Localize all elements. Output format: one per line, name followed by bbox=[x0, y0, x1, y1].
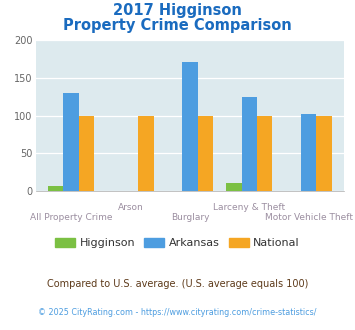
Text: © 2025 CityRating.com - https://www.cityrating.com/crime-statistics/: © 2025 CityRating.com - https://www.city… bbox=[38, 308, 317, 316]
Bar bbox=[48, 186, 64, 191]
Text: Burglary: Burglary bbox=[171, 213, 209, 222]
Bar bbox=[257, 115, 273, 191]
Bar bbox=[198, 115, 213, 191]
Text: Arson: Arson bbox=[118, 203, 143, 212]
Text: Compared to U.S. average. (U.S. average equals 100): Compared to U.S. average. (U.S. average … bbox=[47, 279, 308, 289]
Bar bbox=[242, 97, 257, 191]
Text: Motor Vehicle Theft: Motor Vehicle Theft bbox=[265, 213, 353, 222]
Bar bbox=[301, 114, 316, 191]
Legend: Higginson, Arkansas, National: Higginson, Arkansas, National bbox=[51, 233, 304, 252]
Bar bbox=[182, 62, 198, 191]
Bar bbox=[64, 93, 79, 191]
Text: 2017 Higginson: 2017 Higginson bbox=[113, 3, 242, 18]
Text: Property Crime Comparison: Property Crime Comparison bbox=[63, 18, 292, 33]
Text: All Property Crime: All Property Crime bbox=[30, 213, 113, 222]
Bar bbox=[79, 115, 94, 191]
Bar bbox=[316, 115, 332, 191]
Bar bbox=[226, 183, 242, 191]
Bar bbox=[138, 115, 154, 191]
Text: Larceny & Theft: Larceny & Theft bbox=[213, 203, 285, 212]
